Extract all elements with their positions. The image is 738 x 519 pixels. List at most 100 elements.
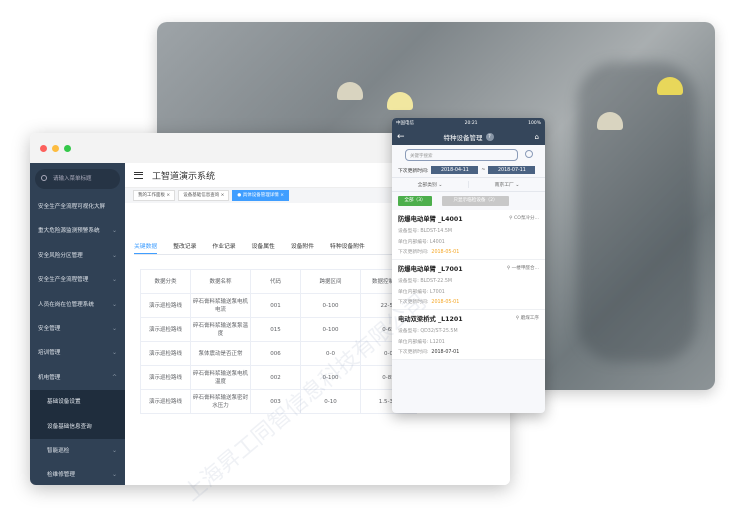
table-header: 数据分类 [140,269,191,294]
home-icon[interactable]: ⌂ [534,132,539,141]
table-cell: 碎石膏料浆输送泵泵温度 [190,317,251,342]
type-filter-select[interactable]: 全部类别 ⌄ [392,181,469,188]
sidebar-item[interactable]: 设备基础信息查询 [30,414,125,439]
table-row[interactable]: 演示巡检路线 碎石膏料浆输送泵泵温度 015 0-100 0-65 [140,317,417,342]
sidebar-item[interactable]: 基础设备设置 [30,390,125,415]
table-cell: 碎石膏料浆输送泵电机温度 [190,365,251,390]
sidebar-item-label: 机电管理 [38,374,61,381]
page-title: 工智道演示系统 [152,171,216,182]
sidebar-item[interactable]: 安全管理 ⌄ [30,317,125,341]
table-row[interactable]: 演示巡检路线 碎石膏料浆输送泵密封水压力 003 0-10 1.5-3.5 [140,389,417,414]
overdue-filter-button[interactable]: 只显示临检设备（2） [442,196,509,206]
content-tab[interactable]: 设备附件 [290,244,315,250]
mobile-search-input[interactable]: 关键字搜索 [405,149,518,161]
all-filter-button[interactable]: 全部（3） [398,196,432,206]
sidebar-item[interactable]: 安全生产全流程管理 ⌄ [30,268,125,292]
content-tabs: 关键数据 整改记录 作业记录 设备属性 设备附件 特种设备附件 [134,241,510,255]
sidebar-item[interactable]: 重大危险源监测预警系统 ⌄ [30,219,125,243]
card-model: 设备型号: BLDST-22.5M [398,279,453,284]
location-text: 一楼甲醛合... [511,266,539,271]
location-pin-icon: ⚲ [515,316,521,321]
sidebar-item-label: 安全管理 [38,325,61,332]
menu-toggle-icon[interactable] [134,171,143,179]
date-to-input[interactable]: 2018-07-11 [488,166,536,174]
next-date: 2018-05-01 [431,250,460,255]
mobile-title: 特种设备管理 [443,133,483,142]
chevron-down-icon: ⌄ [111,471,117,479]
chevron-down-icon: ⌄ [111,251,117,259]
search-icon [41,175,47,181]
table-cell: 0-100 [300,365,361,390]
open-tab[interactable]: 我的工作面板 × [133,190,176,201]
chevron-down-icon: ⌄ [111,276,117,284]
card-location: ⚲ 磨煤工序 [516,315,539,321]
table-cell: 015 [250,317,301,342]
date-from-input[interactable]: 2018-04-11 [431,166,479,174]
sidebar-item[interactable]: 人员在岗在位管理系统 ⌄ [30,293,125,317]
equipment-card[interactable]: 防爆电动单臂 _L4001 ⚲ CO泵冷分... 设备型号: BLDST-14.5M… [392,210,545,260]
sidebar-item[interactable]: 安全风险分区管理 ⌄ [30,244,125,268]
location-pin-icon: ⚲ [506,266,512,271]
close-tab-icon[interactable]: × [165,193,171,198]
table-cell: 演示巡检路线 [140,293,191,318]
close-tab-icon[interactable]: × [219,193,225,198]
sidebar-item[interactable]: 安全生产全流程可视化大屏 [30,195,125,219]
content-tab[interactable]: 作业记录 [212,244,236,250]
sidebar-item-label: 安全风险分区管理 [38,252,83,259]
help-icon[interactable]: ? [485,132,494,141]
sidebar-item-label: 培训管理 [38,350,61,357]
table-cell: 演示巡检路线 [140,317,191,342]
table-row[interactable]: 演示巡检路线 碎石膏料浆输送泵电机电流 001 0-100 22-58 [140,293,417,318]
table-cell: 0-100 [300,293,361,318]
table-header: 代码 [250,269,301,294]
table-row[interactable]: 演示巡检路线 碎石膏料浆输送泵电机温度 002 0-100 0-85 [140,365,417,390]
maximize-dot[interactable] [64,145,71,152]
table-cell: 演示巡检路线 [140,389,191,414]
table-cell: 003 [250,389,301,414]
content-tab[interactable]: 整改记录 [173,244,197,250]
content-tab[interactable]: 设备属性 [251,244,275,250]
table-cell: 碎石膏料浆输送泵电机电流 [190,293,251,318]
sidebar-item[interactable]: 智能巡检 ⌄ [30,439,125,463]
chevron-down-icon: ⌄ [111,300,117,308]
equipment-card[interactable]: 防爆电动单臂 _L7001 ⚲ 一楼甲醛合... 设备型号: BLDST-22.5M… [392,260,545,310]
sidebar-item-label: 人员在岗在位管理系统 [38,301,94,308]
next-label: 下次更新时间: [398,350,429,355]
close-tab-icon[interactable]: × [278,193,284,198]
search-icon[interactable] [525,150,533,158]
mobile-nav-bar: ← 特种设备管理 ? ⌂ [392,128,545,145]
table-cell: 演示巡检路线 [140,341,191,366]
card-next-update: 下次更新时间: 2018-07-01 [398,348,539,355]
chevron-down-icon: ⌄ [111,227,117,235]
card-location: ⚲ 一楼甲醛合... [507,265,539,271]
content-tab[interactable]: 关键数据 [134,241,158,254]
open-tab[interactable]: ● 具体设备管理详情 × [232,190,289,201]
key-data-table: 数据分类 数据名称 代码 跨据区间 数据控制区间 演示巡检路线 碎石膏料浆输送泵电机电流 00… [140,269,417,414]
active-dot-icon: ● [237,193,243,198]
sidebar-item[interactable]: 培训管理 ⌄ [30,341,125,365]
equipment-card[interactable]: 电动双梁桥式 _L1201 ⚲ 磨煤工序 设备型号: QD32/ST-25.5M 单位… [392,310,545,360]
back-arrow-icon[interactable]: ← [397,131,405,142]
table-cell: 演示巡检路线 [140,365,191,390]
table-cell: 002 [250,365,301,390]
sidebar-item-label: 设备基础信息查询 [47,423,92,430]
menu-search-input[interactable]: 请输入菜单标题 [35,169,120,189]
sidebar-item[interactable]: 机电管理 ^ [30,366,125,390]
content-tab[interactable]: 特种设备附件 [330,244,365,250]
table-cell: 006 [250,341,301,366]
close-dot[interactable] [40,145,47,152]
open-tab[interactable]: 设备基础信息查询 × [178,190,230,201]
mobile-screen: 中国电信 20:21 100% ← 特种设备管理 ? ⌂ 关键字搜索 下次更新时间:… [392,118,545,413]
sidebar-item-label: 安全生产全流程管理 [38,277,89,284]
card-model: 设备型号: BLDST-14.5M [398,229,453,234]
minimize-dot[interactable] [52,145,59,152]
site-filter-select[interactable]: 南京工厂 ⌄ [494,183,520,188]
sidebar-item[interactable]: 检维修管理 ⌄ [30,463,125,485]
card-code: 单位内部编号: L1201 [398,339,445,345]
card-next-update: 下次更新时间: 2018-05-01 [398,248,539,255]
table-row[interactable]: 演示巡检路线 泵体震动是否正常 006 0-0 0-0 [140,341,417,366]
card-title: 防爆电动单臂 _L7001 [398,266,463,273]
next-date: 2018-05-01 [431,300,460,305]
sidebar-item-label: 重大危险源监测预警系统 [38,228,100,235]
status-bar: 中国电信 20:21 100% [392,118,545,128]
